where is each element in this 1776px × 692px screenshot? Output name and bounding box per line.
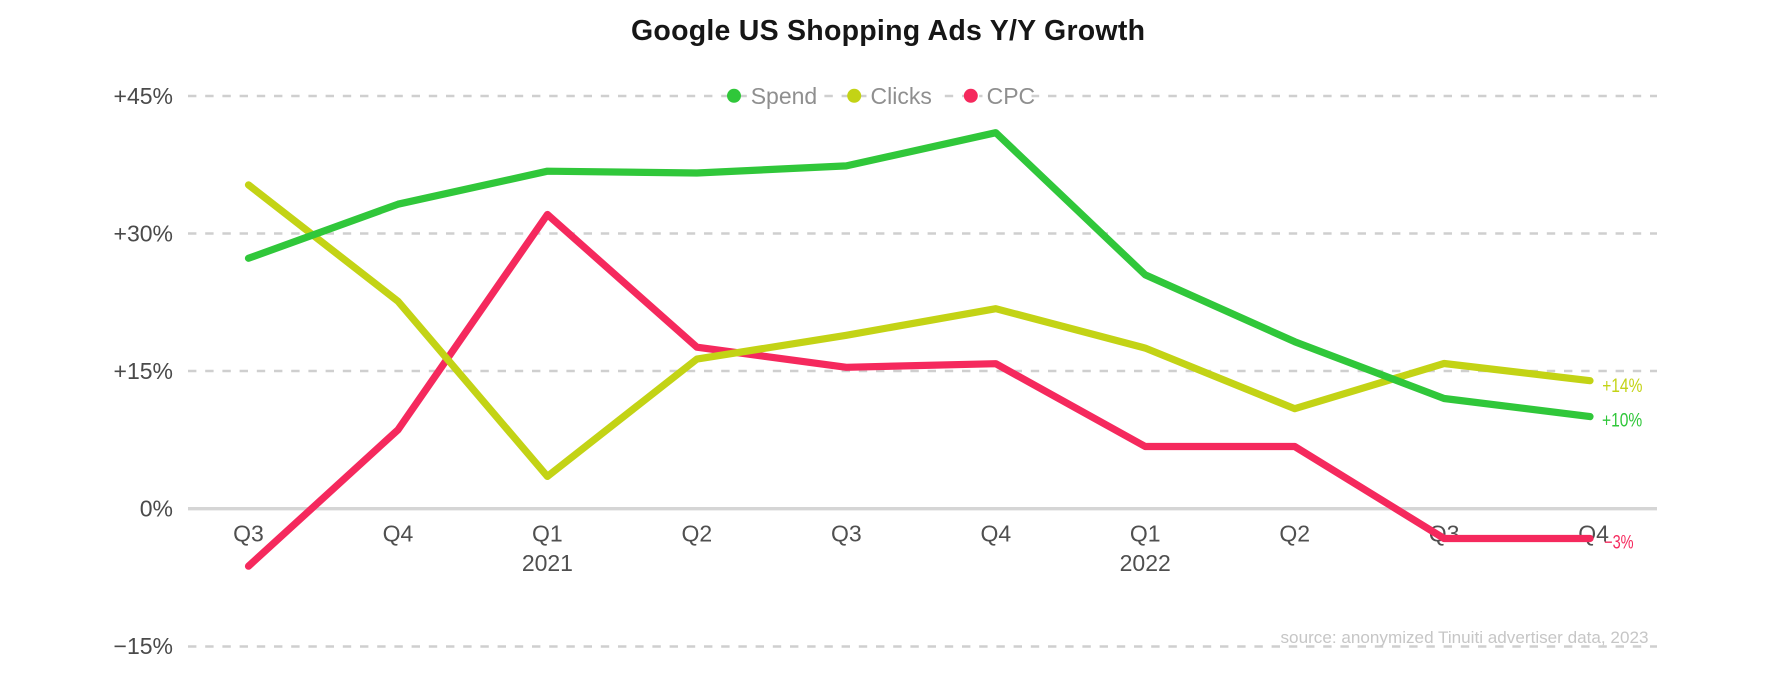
svg-text:−15%: −15% [114,633,173,659]
svg-text:Spend: Spend [751,83,818,109]
svg-text:Q1: Q1 [1130,521,1161,547]
svg-text:Q3: Q3 [233,521,264,547]
svg-text:2022: 2022 [1120,550,1171,576]
svg-text:CPC: CPC [987,83,1036,109]
svg-text:−3%: −3% [1604,532,1634,553]
svg-text:Q2: Q2 [1279,521,1310,547]
svg-text:+15%: +15% [114,358,173,384]
svg-text:2021: 2021 [522,550,573,576]
svg-text:+30%: +30% [114,221,173,247]
svg-text:source: anonymized Tinuiti adv: source: anonymized Tinuiti advertiser da… [1281,628,1649,647]
svg-text:+10%: +10% [1602,410,1642,431]
svg-text:Q4: Q4 [1578,521,1609,547]
svg-text:Google US Shopping Ads Y/Y Gro: Google US Shopping Ads Y/Y Growth [631,15,1145,47]
svg-text:Q1: Q1 [532,521,563,547]
svg-text:Clicks: Clicks [871,83,932,109]
svg-text:0%: 0% [140,496,173,522]
svg-text:+14%: +14% [1602,376,1642,397]
svg-text:+45%: +45% [114,83,173,109]
svg-text:Q4: Q4 [980,521,1011,547]
svg-text:Q3: Q3 [831,521,862,547]
svg-text:Q4: Q4 [383,521,414,547]
svg-text:Q2: Q2 [682,521,713,547]
